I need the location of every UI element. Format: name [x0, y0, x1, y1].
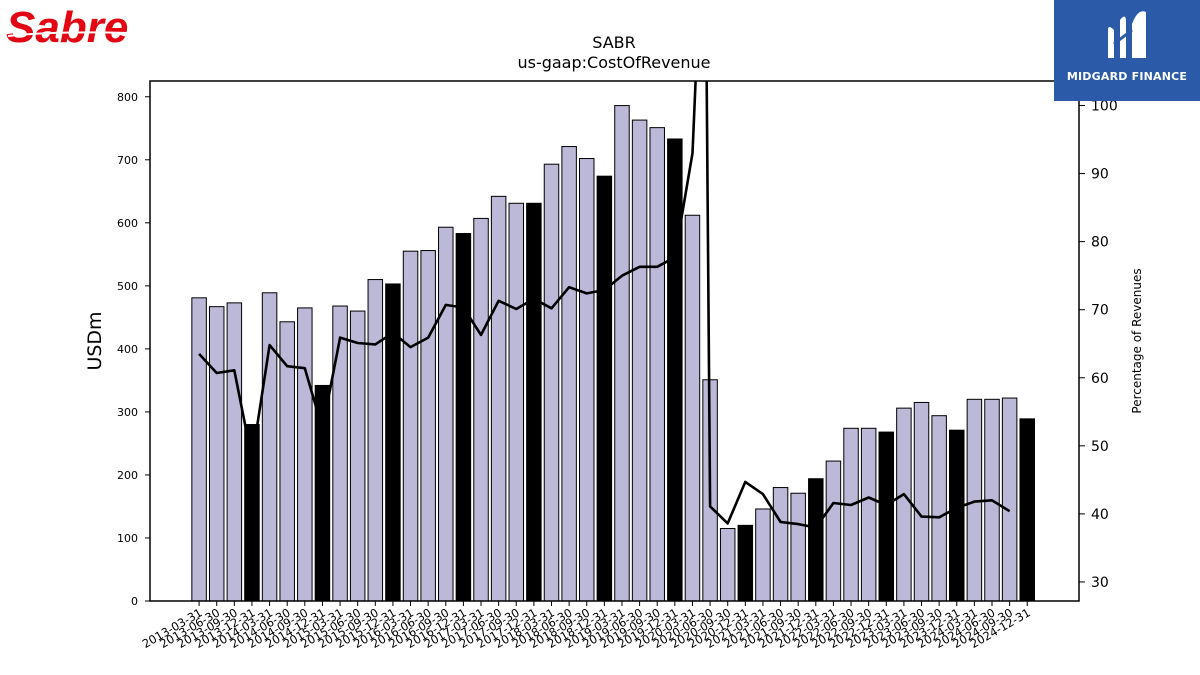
bar-2020-12-31	[737, 524, 754, 601]
bar-2013-06-30	[208, 306, 225, 601]
y-tick-label: 800	[117, 91, 138, 104]
y2-tick-label: 50	[1091, 439, 1109, 455]
y-axis-right: 30 40 50 60 70 80 90 100	[1079, 99, 1118, 591]
bar-2021-06-30	[772, 487, 789, 601]
bar-2016-03-31	[402, 250, 419, 601]
y2-tick-label: 90	[1091, 167, 1109, 183]
bar-2019-06-30	[631, 119, 648, 601]
y-tick-label: 700	[117, 154, 138, 167]
bar-2015-09-30	[367, 279, 384, 601]
bar-2016-12-31	[455, 233, 472, 601]
midgard-mark-icon	[1108, 11, 1146, 59]
sabre-logo-text: Sabre	[6, 4, 128, 48]
bar-2017-06-30	[490, 195, 507, 601]
bar-2019-09-30	[649, 127, 665, 601]
bar-2017-12-31	[526, 202, 542, 601]
bar-2013-12-31	[244, 424, 260, 601]
bar-2021-03-31	[755, 508, 771, 601]
midgard-finance-logo: MIDGARD FINANCE	[1054, 0, 1200, 101]
y2-tick-label: 30	[1091, 575, 1109, 591]
line-group	[198, 81, 1011, 529]
bar-2014-09-30	[297, 307, 313, 601]
y2-tick-label: 80	[1091, 235, 1109, 251]
y-tick-label: 400	[117, 343, 138, 356]
bar-2024-12-31	[1019, 418, 1035, 601]
bar-2022-09-30	[860, 427, 877, 601]
bar-2020-03-31	[684, 214, 701, 601]
y-tick-label: 300	[117, 406, 138, 419]
midgard-finance-text: MIDGARD FINANCE	[1066, 70, 1188, 83]
bar-2015-06-30	[349, 310, 366, 601]
bar-2018-12-31	[596, 175, 613, 601]
revenue-pct-line	[198, 81, 1011, 529]
chart-title: SABR	[592, 33, 636, 52]
bar-2019-03-31	[614, 105, 630, 601]
y2-axis-label: Percentage of Revenues	[1130, 268, 1144, 413]
bar-2022-03-31	[825, 460, 842, 601]
bar-2016-09-30	[438, 226, 454, 601]
bar-2019-12-31	[667, 138, 683, 601]
bar-2022-12-31	[878, 431, 895, 601]
bar-2015-12-31	[385, 283, 401, 601]
bar-2020-09-30	[719, 528, 736, 601]
bars-group	[191, 105, 1035, 601]
sabre-logo: Sabre	[6, 3, 166, 52]
bar-2022-06-30	[843, 427, 859, 601]
chart-subtitle: us-gaap:CostOfRevenue	[517, 53, 710, 72]
bar-2021-12-31	[808, 478, 824, 601]
bar-2024-09-30	[1001, 397, 1018, 601]
bar-2017-09-30	[508, 202, 525, 601]
y-tick-label: 600	[117, 217, 138, 230]
bar-2018-03-31	[543, 163, 560, 601]
bar-2016-06-30	[420, 250, 436, 601]
y-axis-label: USDm	[84, 311, 106, 370]
bar-2014-12-31	[314, 384, 331, 601]
x-axis: 2013-03-312013-06-302013-09-302013-12-31…	[140, 601, 1033, 651]
plot-frame	[149, 80, 1080, 602]
y2-tick-label: 100	[1091, 99, 1118, 115]
y2-tick-label: 60	[1091, 371, 1109, 387]
y-tick-label: 200	[117, 469, 138, 482]
bar-2013-03-31	[191, 297, 207, 601]
sabre-swoosh	[7, 31, 157, 37]
bar-2015-03-31	[332, 305, 348, 601]
bar-2014-03-31	[261, 292, 278, 601]
bar-2013-09-30	[226, 302, 243, 601]
bar-2023-12-31	[949, 429, 965, 601]
y-tick-label: 0	[131, 595, 138, 608]
bar-2018-06-30	[561, 146, 577, 601]
bar-2018-09-30	[578, 158, 595, 601]
bar-2017-03-31	[473, 217, 489, 601]
bar-2021-09-30	[790, 492, 806, 601]
bar-2023-03-31	[896, 407, 912, 601]
bar-2023-06-30	[913, 401, 930, 601]
y-tick-label: 100	[117, 532, 138, 545]
bar-2023-09-30	[931, 415, 947, 601]
y2-tick-label: 70	[1091, 303, 1109, 319]
y-tick-label: 500	[117, 280, 138, 293]
y2-tick-label: 40	[1091, 507, 1109, 523]
bar-2014-06-30	[279, 321, 295, 601]
y-axis-left: 0 100 200 300 400 500 600 700 800	[117, 91, 150, 608]
